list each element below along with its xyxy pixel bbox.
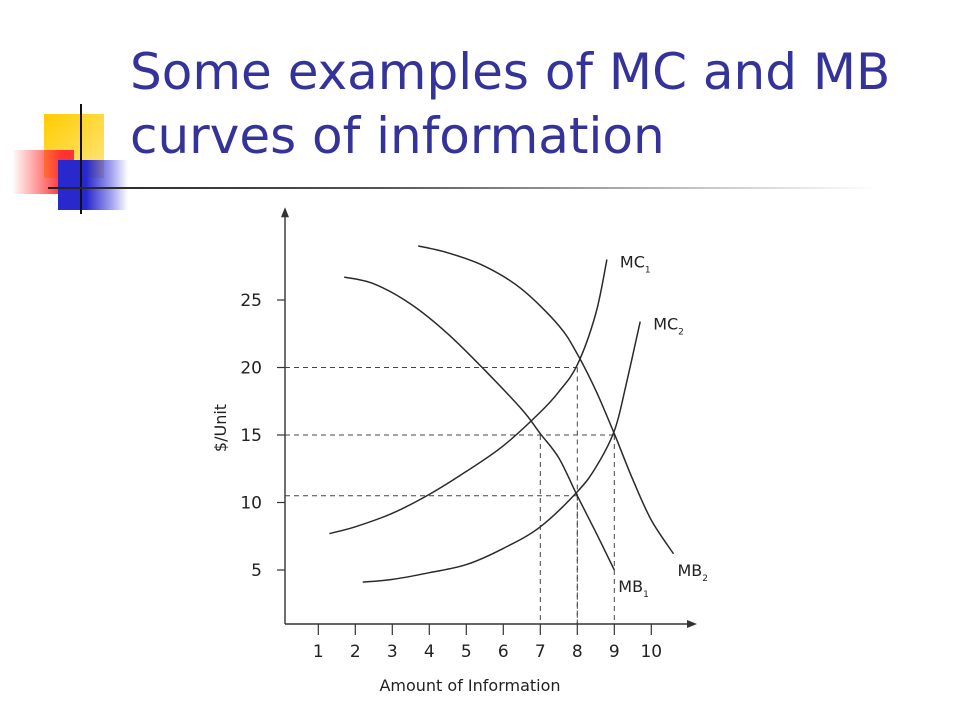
x-tick-label: 1 <box>313 642 324 662</box>
y-tick-label: 25 <box>240 291 262 311</box>
series-line-mb1 <box>344 276 615 571</box>
series-label-mc2: MC2 <box>653 315 684 338</box>
series-line-mc2 <box>362 321 641 583</box>
chart-labels: 1 2 3 4 5 6 7 8 9 10 5 10 15 20 25 Amount of Informatio… <box>211 253 708 696</box>
y-tick-label: 10 <box>240 494 262 514</box>
decoration-blue-square <box>58 160 128 210</box>
x-tick-label: 3 <box>387 642 398 662</box>
x-tick-label: 5 <box>461 642 472 662</box>
series-line-mc1 <box>329 259 608 535</box>
reference-guides <box>285 367 615 624</box>
mc-mb-chart: 1 2 3 4 5 6 7 8 9 10 5 10 15 20 25 Amount of Informatio… <box>211 207 708 696</box>
x-tick-label: 9 <box>609 642 620 662</box>
chart-axes <box>277 207 697 635</box>
x-tick-label: 4 <box>424 642 435 662</box>
x-tick-label: 8 <box>572 642 583 662</box>
slide-title: Some examples of MC and MB curves of inf… <box>130 40 930 168</box>
y-axis-label: $/Unit <box>211 404 230 452</box>
y-tick-label: 15 <box>240 426 262 446</box>
x-tick-label: 6 <box>498 642 509 662</box>
x-axis-label: Amount of Information <box>379 676 560 695</box>
chart-curves <box>329 245 675 583</box>
y-tick-label: 5 <box>251 561 262 581</box>
title-underline-rule <box>48 187 878 189</box>
decoration-vertical-line <box>80 104 82 214</box>
x-tick-label: 7 <box>535 642 546 662</box>
series-label-mb1: MB1 <box>618 577 649 600</box>
series-label-mb2: MB2 <box>678 561 709 584</box>
series-label-mc1: MC1 <box>620 253 651 276</box>
slide-title-line-1: Some examples of MC and MB <box>130 43 891 101</box>
x-tick-label: 10 <box>640 642 662 662</box>
x-tick-label: 2 <box>350 642 361 662</box>
slide-title-line-2: curves of information <box>130 107 665 165</box>
y-tick-label: 20 <box>240 359 262 379</box>
series-line-mb2 <box>418 245 675 555</box>
